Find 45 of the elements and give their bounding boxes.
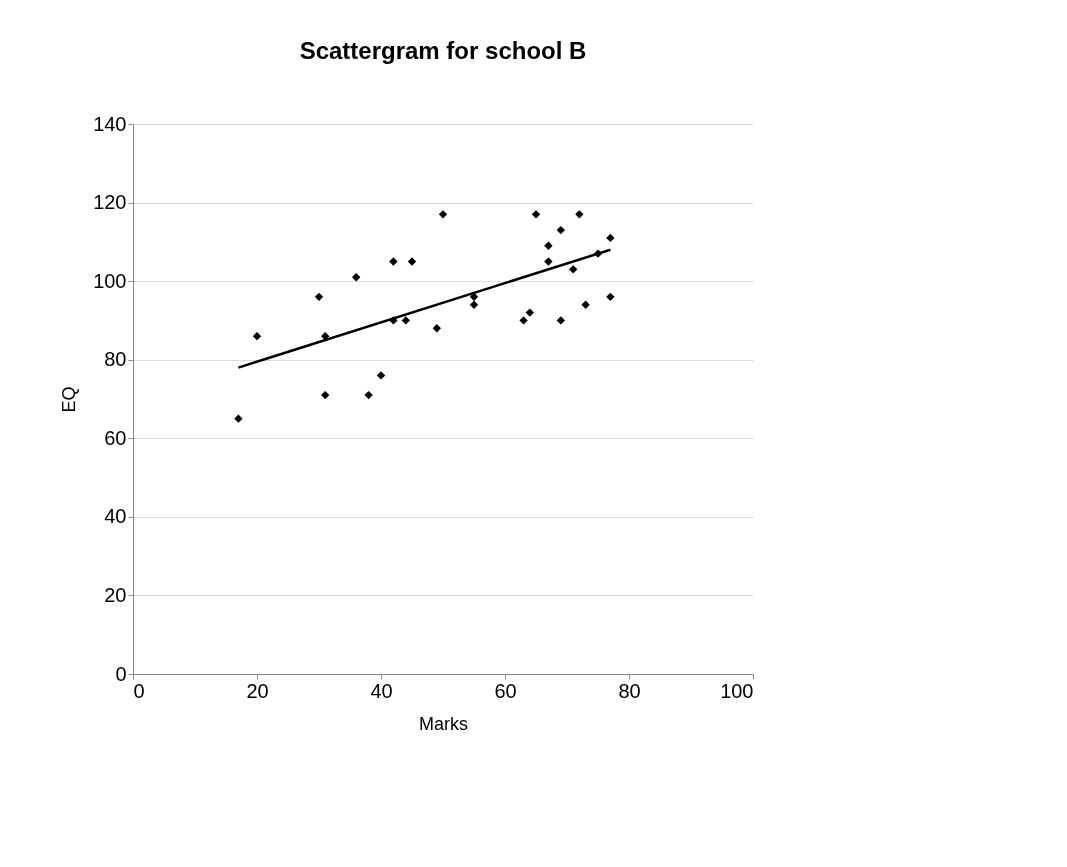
x-tick-label: 20 bbox=[246, 679, 269, 702]
point bbox=[575, 210, 584, 219]
point bbox=[525, 308, 534, 317]
point bbox=[581, 300, 590, 309]
point bbox=[401, 316, 410, 325]
point bbox=[352, 273, 361, 282]
point bbox=[389, 316, 398, 325]
x-tick-label: 60 bbox=[494, 679, 517, 702]
y-axis-title: EQ bbox=[59, 386, 80, 413]
x-tick-label: 80 bbox=[618, 679, 641, 702]
point bbox=[376, 371, 386, 380]
point bbox=[252, 331, 262, 341]
point bbox=[407, 257, 417, 266]
point bbox=[321, 390, 330, 400]
point bbox=[519, 316, 528, 325]
point bbox=[469, 300, 479, 309]
point bbox=[569, 265, 578, 274]
y-tick-label: 0 bbox=[115, 662, 127, 685]
y-tick-label: 80 bbox=[104, 348, 127, 371]
y-tick-label: 40 bbox=[104, 505, 127, 528]
point bbox=[556, 225, 565, 235]
point bbox=[593, 249, 603, 258]
point bbox=[531, 210, 541, 219]
x-axis-title: Marks bbox=[419, 713, 468, 734]
point bbox=[606, 233, 615, 243]
y-tick-label: 120 bbox=[93, 191, 127, 214]
point bbox=[389, 257, 398, 266]
point bbox=[234, 414, 243, 423]
x-tick-label: 40 bbox=[370, 679, 393, 702]
y-tick-label: 100 bbox=[93, 269, 127, 292]
y-tick-label: 140 bbox=[93, 112, 127, 135]
point bbox=[469, 292, 479, 302]
y-tick-label: 60 bbox=[104, 426, 127, 449]
x-tick-label: 0 bbox=[133, 679, 145, 702]
y-tick-label: 20 bbox=[104, 583, 127, 606]
point bbox=[556, 316, 565, 325]
point bbox=[438, 210, 448, 219]
chart-title: Scattergram for school B bbox=[299, 37, 587, 64]
x-tick-label: 100 bbox=[720, 679, 754, 702]
point bbox=[432, 324, 441, 333]
point bbox=[544, 257, 553, 266]
point bbox=[544, 241, 553, 250]
point bbox=[314, 292, 324, 302]
point bbox=[364, 390, 373, 400]
point bbox=[606, 292, 615, 302]
